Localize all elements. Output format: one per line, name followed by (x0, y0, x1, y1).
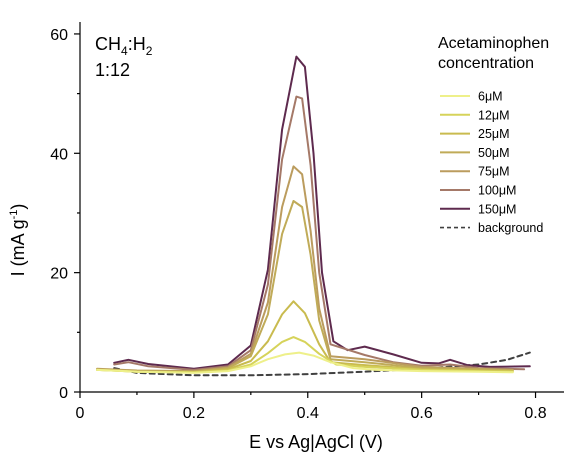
y-axis-title: I (mA g-1) (8, 204, 28, 277)
legend-label: 150μM (478, 202, 516, 216)
x-tick-label: 0.6 (411, 405, 433, 422)
legend-label: 100μM (478, 184, 516, 198)
series-line-150m (113, 55, 531, 370)
x-tick-label: 0.8 (524, 405, 546, 422)
legend-label: 25μM (478, 127, 510, 141)
y-tick-label: 60 (50, 27, 68, 44)
legend: 6μM 12μM 25μM 50μM 75μM 100μM 150μM background (440, 90, 543, 235)
x-tick-label: 0.2 (183, 405, 205, 422)
x-axis-title: E vs Ag|AgCl (V) (249, 432, 383, 452)
y-tick-label: 0 (59, 385, 68, 402)
y-tick-label: 20 (50, 266, 68, 283)
series-line-50m (96, 200, 514, 373)
y-tick-label: 40 (50, 146, 68, 163)
x-tick-label: 0.4 (297, 405, 319, 422)
ratio-annotation: 1:12 (95, 60, 130, 80)
legend-title-line2: concentration (438, 55, 534, 72)
axes: 0 0.2 0.4 0.6 0.8 0 20 40 60 (50, 22, 564, 422)
legend-label: 50μM (478, 146, 510, 160)
series-layer (96, 55, 531, 377)
legend-title-line1: Acetaminophen (438, 35, 549, 52)
series-line-6m (96, 351, 514, 374)
series-line-75m (96, 165, 514, 373)
legend-label: 6μM (478, 90, 503, 104)
legend-label: background (478, 221, 543, 235)
legend-label: 12μM (478, 108, 510, 122)
legend-label: 75μM (478, 165, 510, 179)
x-tick-label: 0 (76, 405, 85, 422)
series-line-background (113, 351, 531, 377)
series-line-25m (96, 300, 514, 374)
gas-annotation: CH4:H2 (95, 34, 153, 58)
series-line-100m (113, 95, 526, 371)
